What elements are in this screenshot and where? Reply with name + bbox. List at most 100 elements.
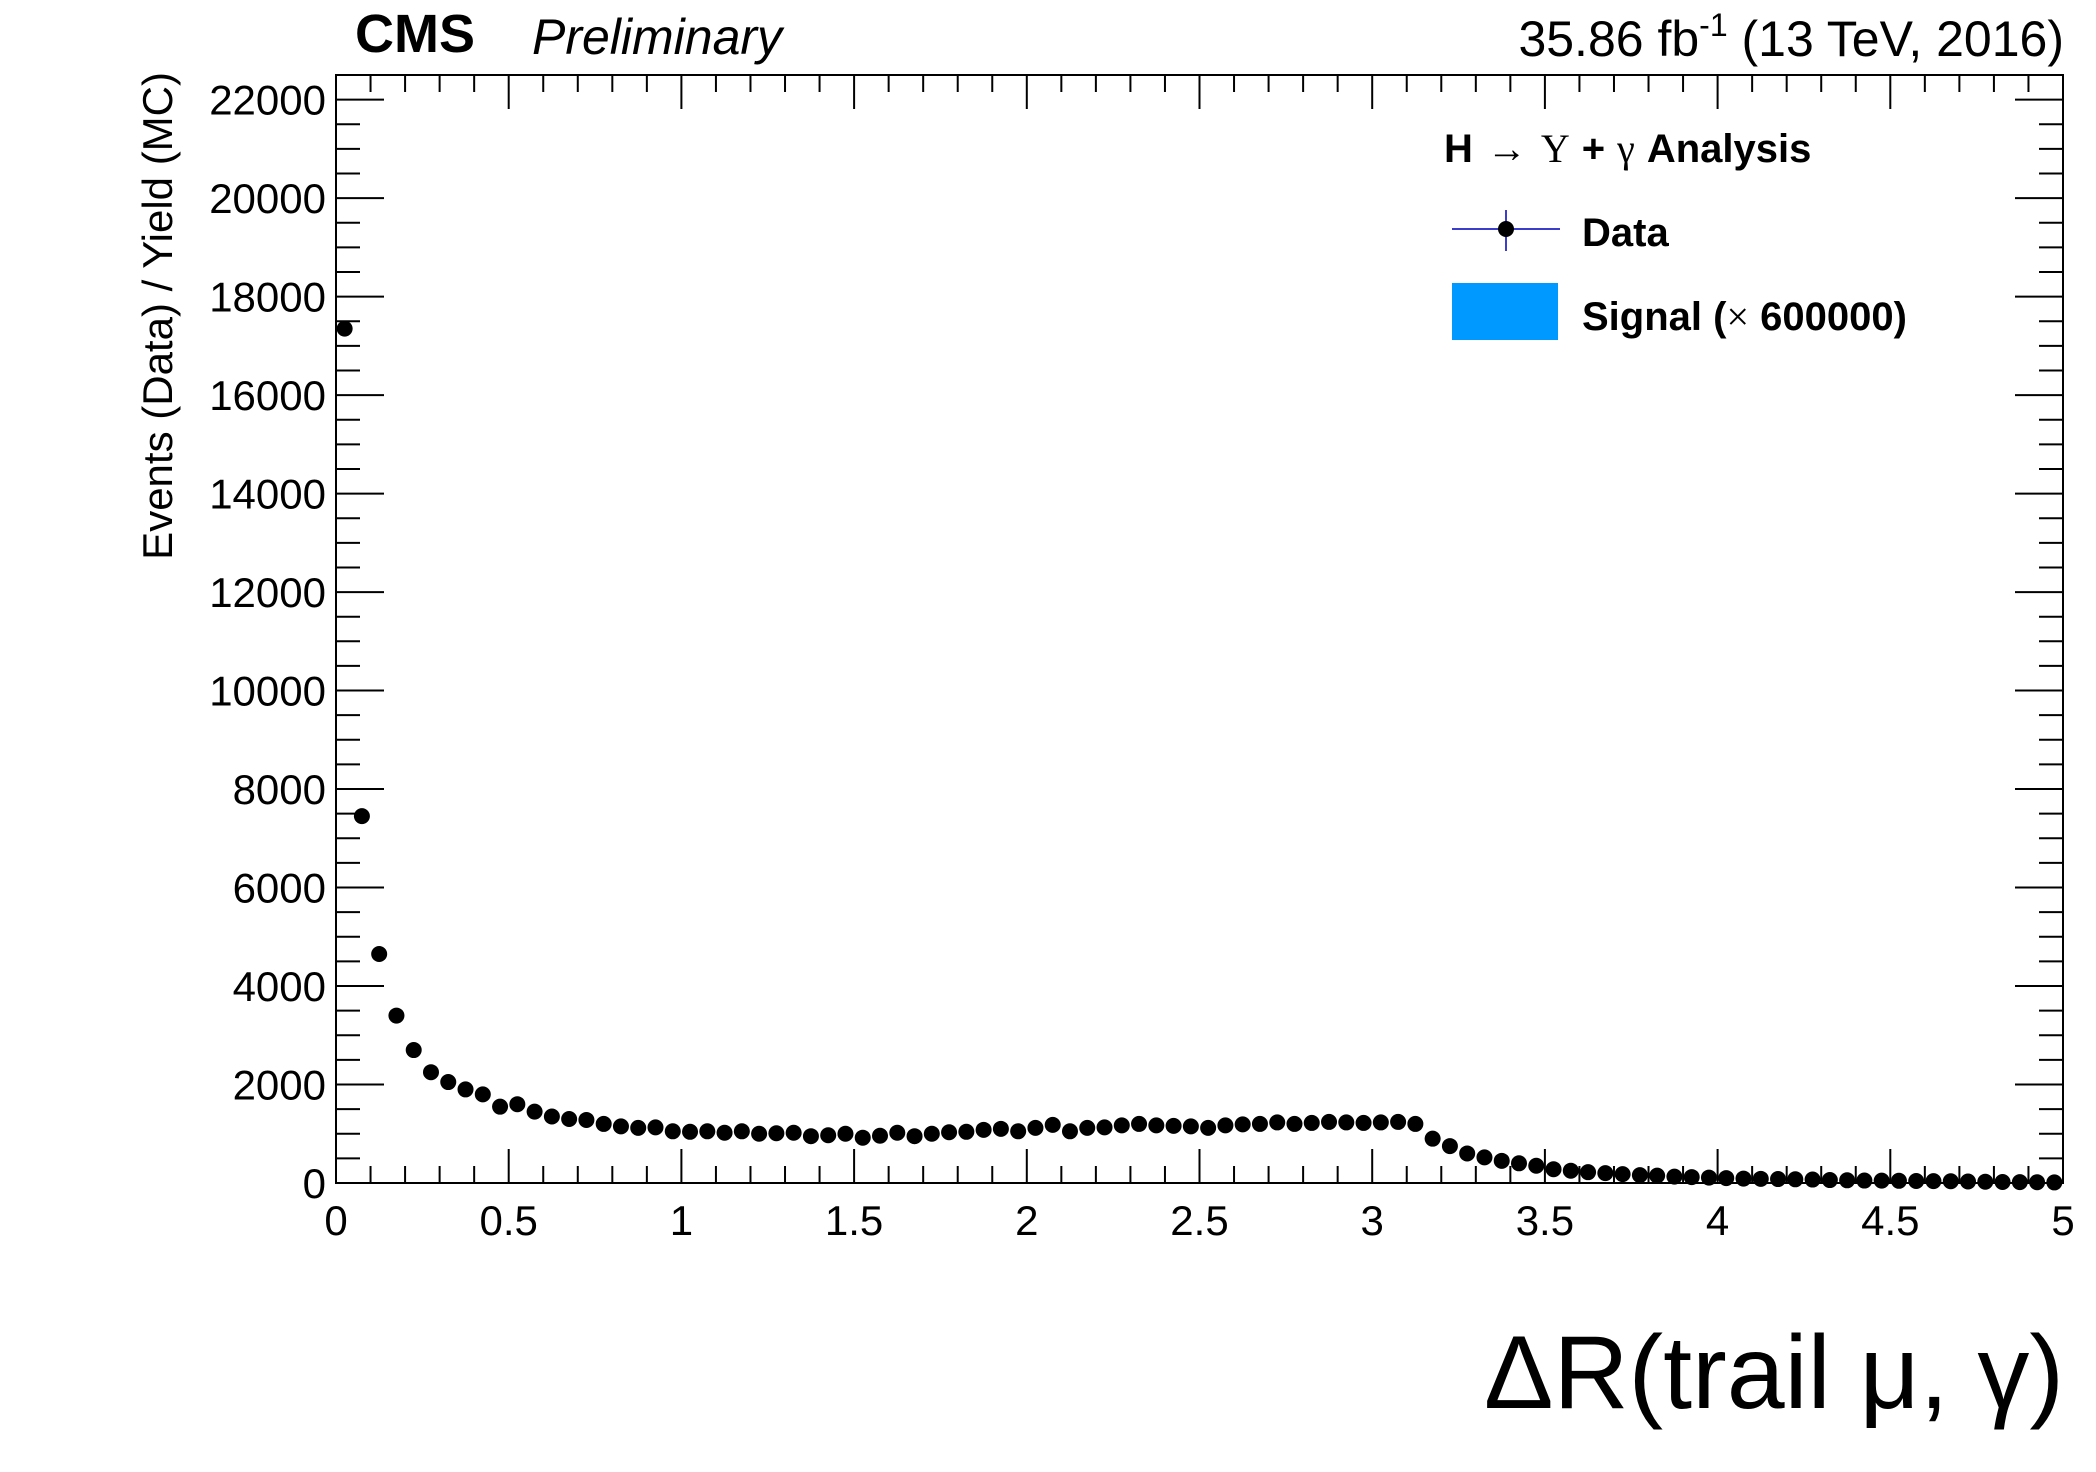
data-point	[1683, 1169, 1700, 1186]
data-point	[440, 1074, 457, 1091]
data-point	[2011, 1174, 2028, 1191]
plot-border	[335, 74, 2064, 1184]
data-point	[975, 1121, 992, 1138]
y-tick-label: 4000	[233, 963, 326, 1010]
legend-title-arrow: →	[1487, 126, 1527, 171]
x-tick-label: 4.5	[1861, 1197, 1919, 1244]
data-point	[1787, 1171, 1804, 1188]
data-point	[388, 1007, 405, 1024]
data-point	[336, 320, 353, 337]
data-point	[768, 1125, 785, 1142]
data-point	[1994, 1174, 2011, 1191]
data-point	[595, 1115, 612, 1132]
data-point	[578, 1111, 595, 1128]
legend-signal-swatch	[1452, 283, 1558, 340]
data-point	[802, 1128, 819, 1145]
data-point	[1528, 1157, 1545, 1174]
data-point	[941, 1124, 958, 1141]
legend-signal-post: 600000)	[1749, 295, 1907, 339]
legend-data-marker	[1498, 221, 1514, 237]
data-point	[1096, 1119, 1113, 1136]
x-tick-label: 4	[1706, 1197, 1729, 1244]
data-point	[1770, 1171, 1787, 1188]
data-point	[1856, 1172, 1873, 1189]
data-point	[1217, 1117, 1234, 1134]
data-point	[422, 1064, 439, 1081]
legend-signal-label: Signal (× 600000)	[1582, 294, 1907, 339]
legend-title-h: H	[1444, 127, 1473, 171]
data-point	[526, 1103, 543, 1120]
data-point	[1303, 1114, 1320, 1131]
data-point	[630, 1119, 647, 1136]
plot-frame	[335, 74, 2064, 1184]
legend-title-gamma: γ	[1616, 126, 1635, 171]
data-point	[1061, 1123, 1078, 1140]
data-point	[1459, 1145, 1476, 1162]
y-tick-label: 22000	[209, 77, 326, 124]
data-point	[1493, 1152, 1510, 1169]
data-point	[543, 1108, 560, 1125]
data-point	[1960, 1173, 1977, 1190]
data-point	[889, 1124, 906, 1141]
x-tick-label: 2.5	[1170, 1197, 1228, 1244]
y-tick-label: 18000	[209, 274, 326, 321]
data-point	[2046, 1174, 2063, 1191]
x-tick-label: 1.5	[825, 1197, 883, 1244]
y-tick-label: 20000	[209, 175, 326, 222]
y-tick-label: 12000	[209, 569, 326, 616]
data-point	[923, 1125, 940, 1142]
y-tick-label: 14000	[209, 471, 326, 518]
lumi-exponent: -1	[1699, 7, 1727, 43]
axis-ticks	[335, 74, 2064, 1184]
data-point	[1580, 1164, 1597, 1181]
data-point	[1908, 1173, 1925, 1190]
data-point	[1407, 1115, 1424, 1132]
data-point	[854, 1129, 871, 1146]
y-axis-title: Events (Data) / Yield (MC)	[134, 72, 181, 560]
data-point	[492, 1098, 509, 1115]
x-tick-label: 1	[670, 1197, 693, 1244]
data-point	[1666, 1168, 1683, 1185]
data-point	[1510, 1155, 1527, 1172]
data-point	[1079, 1119, 1096, 1136]
data-point	[699, 1123, 716, 1140]
data-point	[1390, 1113, 1407, 1130]
data-point	[2029, 1174, 2046, 1191]
data-point	[1113, 1117, 1130, 1134]
data-point	[1165, 1117, 1182, 1134]
x-tick-label: 3	[1361, 1197, 1384, 1244]
data-point	[1010, 1123, 1027, 1140]
lumi-rest: (13 TeV, 2016)	[1728, 11, 2064, 67]
data-point	[1044, 1116, 1061, 1133]
data-point	[405, 1042, 422, 1059]
data-point	[664, 1123, 681, 1140]
data-point	[1942, 1173, 1959, 1190]
legend-title-plus: +	[1582, 127, 1605, 171]
legend-signal-pre: Signal (	[1582, 295, 1727, 339]
data-point	[1597, 1165, 1614, 1182]
data-point	[353, 808, 370, 825]
data-point	[647, 1119, 664, 1136]
data-point	[1545, 1161, 1562, 1178]
data-point	[1718, 1170, 1735, 1187]
x-axis-title: ΔR(trail μ, γ)	[1484, 1315, 2064, 1431]
legend-signal-times: ×	[1726, 294, 1749, 339]
legend-title-rest: Analysis	[1647, 127, 1812, 171]
data-point	[733, 1123, 750, 1140]
y-tick-labels: 0 2000 4000 6000 8000 10000 12000 14000 16000 180…	[209, 77, 326, 1207]
data-point	[1441, 1138, 1458, 1155]
data-point	[1752, 1170, 1769, 1187]
data-point	[1269, 1114, 1286, 1131]
data-point	[1131, 1115, 1148, 1132]
data-point	[1234, 1116, 1251, 1133]
data-point	[1338, 1114, 1355, 1131]
data-point	[1649, 1167, 1666, 1184]
x-tick-labels: 0 0.5 1 1.5 2 2.5 3 3.5 4 4.5 5	[324, 1197, 2074, 1244]
legend-title-upsilon: Υ	[1541, 126, 1570, 171]
data-point	[1321, 1113, 1338, 1130]
y-tick-label: 8000	[233, 766, 326, 813]
data-point	[1700, 1169, 1717, 1186]
legend-data-label: Data	[1582, 211, 1669, 255]
data-point	[1027, 1119, 1044, 1136]
